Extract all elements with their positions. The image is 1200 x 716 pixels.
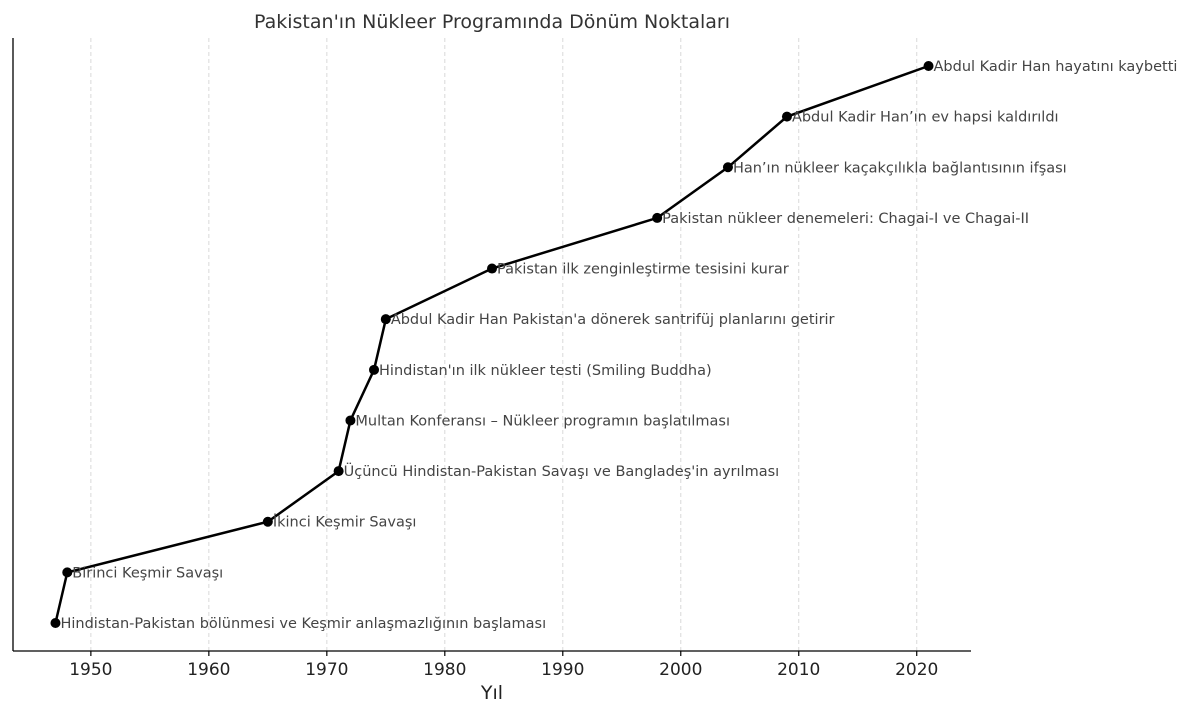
data-point [652, 212, 663, 223]
x-ticks: 1950 1960 1970 1980 1990 2000 2010 2020 [69, 651, 938, 680]
point-label: Abdul Kadir Han hayatını kaybetti [934, 59, 1178, 75]
chart-title: Pakistan'ın Nükleer Programında Dönüm No… [254, 11, 730, 33]
data-point [345, 415, 356, 426]
point-label: Han’ın nükleer kaçakçılıkla bağlantısını… [733, 160, 1067, 176]
axes [12, 38, 971, 652]
x-axis-label: Yıl [480, 682, 503, 704]
point-label: Multan Konferansı – Nükleer programın ba… [355, 413, 730, 429]
x-tick-label: 2010 [777, 660, 820, 680]
x-tick-label: 2020 [895, 660, 938, 680]
x-tick-label: 2000 [659, 660, 702, 680]
data-points: Hindistan-Pakistan bölünmesi ve Keşmir a… [50, 59, 1177, 632]
data-point [923, 61, 934, 71]
data-point [380, 314, 391, 325]
grid [90, 38, 918, 651]
point-label: Pakistan ilk zenginleştirme tesisini kur… [497, 262, 789, 278]
point-label: Birinci Keşmir Savaşı [72, 565, 223, 581]
x-tick-label: 1990 [541, 660, 584, 680]
point-label: Abdul Kadir Han’ın ev hapsi kaldırıldı [792, 110, 1059, 126]
data-point [50, 618, 61, 628]
point-label: Hindistan-Pakistan bölünmesi ve Keşmir a… [60, 616, 546, 632]
data-point [62, 567, 73, 578]
x-tick-label: 1970 [305, 660, 348, 680]
data-point [487, 263, 497, 274]
x-tick-label: 1980 [423, 660, 466, 680]
point-label: Hindistan'ın ilk nükleer testi (Smiling … [379, 363, 712, 379]
point-label: İkinci Keşmir Savaşı [273, 513, 417, 531]
data-point [262, 516, 273, 527]
x-tick-label: 1960 [187, 660, 230, 680]
point-label: Üçüncü Hindistan-Pakistan Savaşı ve Bang… [344, 462, 780, 480]
data-point [722, 162, 733, 173]
data-point [369, 364, 380, 375]
series-line [54, 64, 929, 624]
point-label: Pakistan nükleer denemeleri: Chagai-I ve… [662, 211, 1029, 227]
x-tick-label: 1950 [69, 660, 112, 680]
data-point [781, 111, 792, 122]
point-label: Abdul Kadir Han Pakistan'a dönerek santr… [391, 312, 835, 328]
data-point [333, 466, 344, 477]
